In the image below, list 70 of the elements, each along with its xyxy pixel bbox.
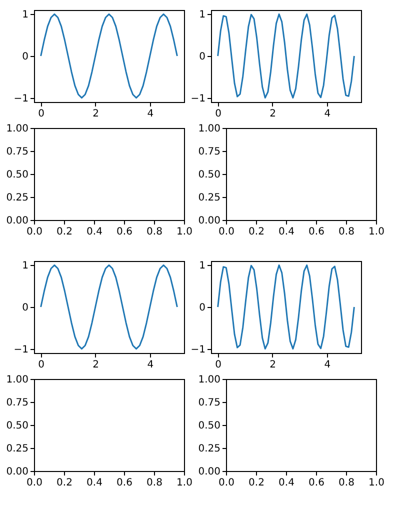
x-tick-label: 0.4 [86, 226, 102, 238]
x-tick-label: 2 [92, 108, 100, 120]
y-tick-label: 0 [199, 52, 206, 62]
line-series [40, 13, 178, 99]
y-tick-label: 1 [22, 10, 28, 21]
y-tick-label: 0.00 [198, 466, 220, 478]
y-tick-label: 0.75 [6, 398, 28, 408]
x-tick-label: 1.0 [368, 478, 384, 488]
y-tick-label: −1 [190, 93, 206, 104]
x-tick-label: 0.0 [218, 226, 234, 238]
x-tick-label: 1.0 [368, 226, 384, 238]
x-tick-label: 0.4 [86, 478, 102, 488]
y-tick-label: 0.25 [6, 192, 28, 204]
y-tick-label: 0.50 [6, 420, 28, 432]
x-tick-label: 0.0 [26, 478, 42, 488]
x-tick-label: 0.2 [56, 478, 72, 488]
x-tick-label: 0.4 [278, 478, 294, 488]
x-tick-label: 4 [324, 360, 331, 370]
y-tick-label: 1 [199, 260, 206, 272]
x-tick-label: 0.2 [248, 226, 264, 238]
y-tick-label: 1.00 [198, 124, 220, 134]
y-tick-label: 1.00 [6, 374, 28, 386]
y-tick-label: 0.00 [6, 216, 28, 226]
x-tick-label: 0.2 [56, 226, 72, 238]
y-tick-label: 0.75 [198, 146, 220, 158]
x-tick-label: 0.6 [116, 226, 132, 238]
y-tick-label: 0.25 [6, 444, 28, 454]
x-tick-label: 0.8 [338, 226, 354, 238]
y-tick-label: 1.00 [6, 124, 28, 134]
y-tick-label: 0 [199, 302, 206, 314]
x-tick-label: 0.8 [338, 478, 354, 488]
x-tick-label: 0.0 [26, 226, 42, 238]
y-tick-label: −1 [190, 344, 206, 356]
x-tick-label: 0.0 [218, 478, 234, 488]
x-tick-label: 0.8 [146, 226, 162, 238]
line-series [217, 264, 355, 350]
y-tick-label: 0 [22, 302, 28, 314]
y-tick-label: 0.75 [198, 398, 220, 408]
y-tick-label: 0.00 [6, 466, 28, 478]
x-tick-label: 1.0 [176, 478, 192, 488]
x-tick-label: 2 [270, 108, 276, 120]
y-tick-label: 1 [22, 260, 28, 272]
x-tick-label: 4 [147, 108, 154, 120]
y-tick-label: 1 [199, 10, 206, 21]
x-tick-label: 0.6 [116, 478, 132, 488]
line-series [217, 13, 355, 99]
x-tick-label: 0.2 [248, 478, 264, 488]
y-tick-label: −1 [14, 93, 28, 104]
x-tick-label: 0.6 [308, 226, 324, 238]
x-tick-label: 0.4 [278, 226, 294, 238]
y-tick-label: 0.50 [198, 170, 220, 180]
x-tick-label: 0 [38, 108, 45, 120]
y-tick-label: −1 [14, 344, 28, 356]
y-tick-label: 0.75 [6, 146, 28, 158]
x-tick-label: 4 [147, 360, 154, 370]
y-tick-label: 0.25 [198, 444, 220, 454]
y-tick-label: 0.00 [198, 216, 220, 226]
x-tick-label: 0 [38, 360, 45, 370]
x-tick-label: 2 [270, 360, 276, 370]
y-tick-label: 0.25 [198, 192, 220, 204]
x-tick-label: 0.8 [146, 478, 162, 488]
y-tick-label: 0.50 [198, 420, 220, 432]
line-series [40, 264, 178, 350]
y-tick-label: 0 [22, 52, 28, 62]
x-tick-label: 1.0 [176, 226, 192, 238]
x-tick-label: 4 [324, 108, 331, 120]
y-tick-label: 1.00 [198, 374, 220, 386]
x-tick-label: 2 [92, 360, 100, 370]
y-tick-label: 0.50 [6, 170, 28, 180]
x-tick-label: 0.6 [308, 478, 324, 488]
